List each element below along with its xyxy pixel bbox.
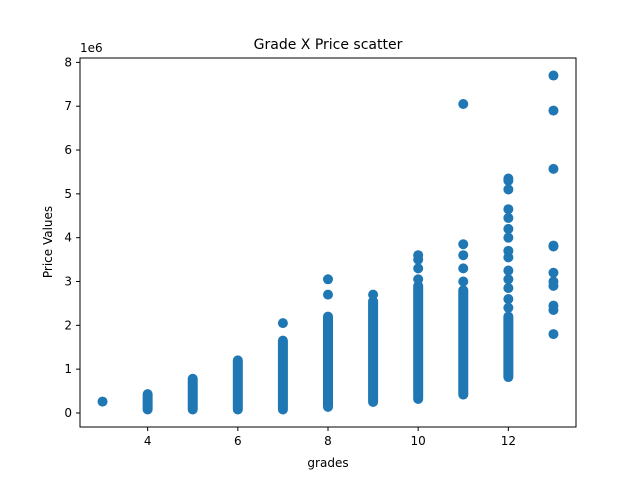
y-tick-label: 7 (64, 99, 72, 113)
y-tick-label: 5 (64, 187, 72, 201)
data-point (323, 289, 333, 300)
data-point-cluster (277, 335, 288, 415)
data-point-cluster (323, 311, 333, 412)
data-point (503, 223, 514, 234)
data-point (503, 274, 514, 285)
data-point (458, 250, 469, 261)
data-point (503, 232, 514, 243)
data-point (503, 294, 514, 305)
data-point (503, 204, 514, 215)
data-point-cluster (413, 280, 424, 404)
x-tick-label: 8 (324, 434, 332, 448)
data-point (413, 274, 424, 285)
data-point-cluster (187, 373, 198, 415)
data-point (503, 283, 514, 294)
plot-layer (97, 70, 559, 415)
data-point (413, 263, 424, 274)
data-point-cluster (368, 296, 379, 408)
y-tick-label: 6 (64, 143, 72, 157)
data-point (503, 265, 514, 276)
x-tick-label: 12 (501, 434, 516, 448)
y-tick-label: 1 (64, 362, 72, 376)
y-axis-label: Price Values (41, 206, 55, 278)
y-tick-label: 0 (64, 406, 72, 420)
data-point (368, 289, 379, 300)
data-point-cluster (142, 389, 153, 415)
data-point (548, 276, 559, 287)
data-point (548, 267, 559, 278)
data-point (458, 99, 469, 110)
data-point (323, 274, 333, 285)
data-point (97, 396, 108, 407)
data-point (458, 263, 469, 274)
data-point (458, 239, 469, 250)
x-tick-label: 10 (411, 434, 426, 448)
data-point (277, 318, 288, 329)
x-axis: 4 6 8 10 12 (144, 427, 516, 448)
data-point (548, 163, 559, 174)
x-axis-label: grades (307, 456, 348, 470)
y-tick-label: 8 (64, 55, 72, 69)
data-point (548, 240, 559, 251)
data-point (548, 105, 559, 116)
chart-title: Grade X Price scatter (254, 37, 403, 53)
data-point (548, 300, 559, 311)
x-tick-label: 4 (144, 434, 152, 448)
data-point (458, 276, 469, 287)
y-tick-label: 2 (64, 318, 72, 332)
data-point-cluster (232, 355, 243, 415)
data-point (413, 250, 424, 261)
data-point (548, 70, 559, 81)
y-tick-label: 3 (64, 275, 72, 289)
data-point (503, 173, 514, 184)
y-axis: 0 1 2 3 4 5 6 7 8 (64, 55, 80, 420)
data-point (503, 184, 514, 195)
y-axis-scale-label: 1e6 (80, 41, 103, 55)
data-point-cluster (458, 285, 469, 400)
data-point (503, 302, 514, 313)
data-point (548, 329, 559, 340)
x-tick-label: 6 (234, 434, 242, 448)
data-point (503, 245, 514, 256)
data-point-cluster (503, 311, 514, 383)
y-tick-label: 4 (64, 231, 72, 245)
data-point (503, 212, 514, 223)
